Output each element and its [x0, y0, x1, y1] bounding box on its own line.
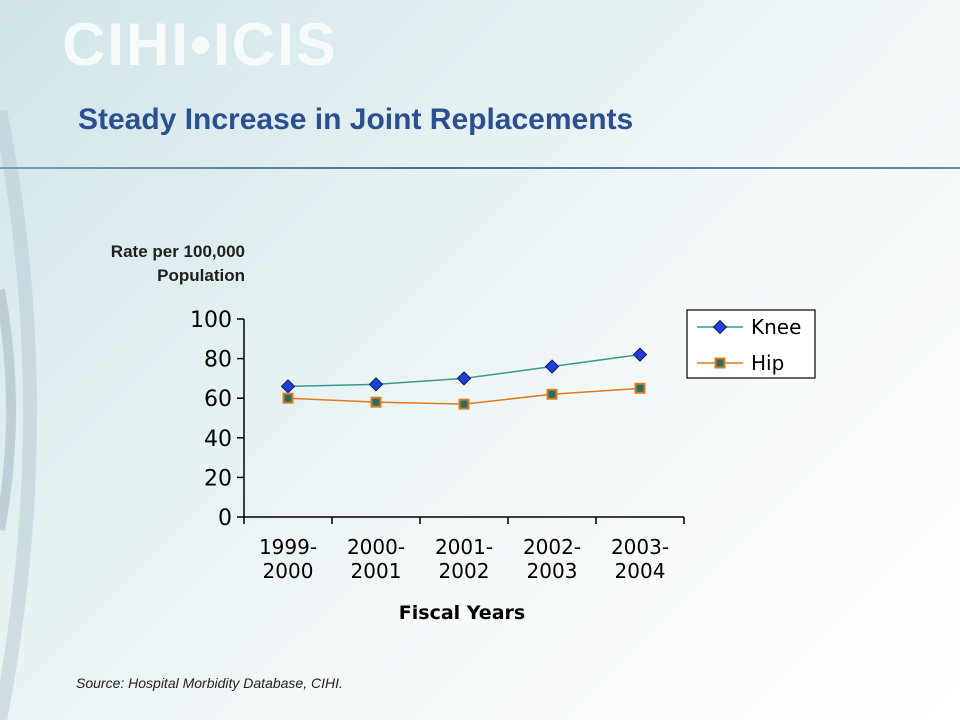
legend-marker — [712, 319, 728, 335]
y-tick-label: 60 — [204, 387, 232, 412]
x-tick-label: 2003-2004 — [611, 535, 669, 583]
data-point-hip — [458, 398, 470, 410]
legend-item-knee: Knee — [697, 315, 801, 339]
x-tick-label-line: 2003- — [611, 535, 669, 559]
data-point-hip — [634, 382, 646, 394]
y-axis-label: Rate per 100,000 Population — [25, 240, 245, 288]
page-title: Steady Increase in Joint Replacements — [78, 103, 634, 136]
y-tick-label: 100 — [190, 308, 232, 333]
x-tick-labels: 1999-20002000-20012001-20022002-20032003… — [259, 535, 669, 583]
decorative-arc — [0, 110, 37, 720]
chart-legend: Knee Hip — [686, 309, 816, 379]
y-tick-label: 40 — [204, 427, 232, 452]
data-point-knee — [280, 379, 296, 394]
x-tick-label: 2001-2002 — [435, 535, 493, 583]
x-tick-label-line: 2004 — [615, 559, 666, 583]
y-tick-label: 0 — [218, 506, 232, 531]
y-axis-label-line-1: Rate per 100,000 — [110, 242, 245, 261]
y-tick-label: 20 — [204, 466, 232, 491]
legend-box — [686, 309, 816, 379]
source-note: Source: Hospital Morbidity Database, CIH… — [76, 675, 343, 691]
x-tick-label-line: 2003 — [527, 559, 578, 583]
data-point-hip — [282, 392, 294, 404]
x-tick-label-line: 2002 — [439, 559, 490, 583]
legend-label: Knee — [751, 315, 801, 339]
x-tick-label-line: 2001- — [435, 535, 493, 559]
series-knee — [280, 347, 648, 394]
x-tick-label-line: 2001 — [351, 559, 402, 583]
y-axis-label-line-2: Population — [157, 266, 245, 285]
legend-label: Hip — [751, 351, 784, 375]
data-point-knee — [368, 377, 384, 392]
x-tick-label-line: 2000 — [263, 559, 314, 583]
title-divider — [0, 167, 960, 169]
data-point-knee — [456, 371, 472, 386]
chart-series — [280, 347, 648, 410]
data-point-hip — [370, 396, 382, 408]
data-point-knee — [544, 359, 560, 374]
x-tick-label-line: 2002- — [523, 535, 581, 559]
data-point-knee — [632, 347, 648, 362]
x-tick-label-line: 1999- — [259, 535, 317, 559]
x-tick-label: 2000-2001 — [347, 535, 405, 583]
legend-item-hip: Hip — [697, 351, 784, 375]
chart-axes — [237, 318, 685, 524]
series-hip — [282, 382, 646, 410]
legend-marker — [714, 357, 726, 369]
data-point-hip — [546, 388, 558, 400]
y-tick-label: 80 — [204, 348, 232, 373]
x-tick-label: 1999-2000 — [259, 535, 317, 583]
x-axis-label: Fiscal Years — [399, 602, 525, 624]
y-tick-labels: 0 20 40 60 80 100 — [190, 308, 232, 531]
x-tick-label: 2002-2003 — [523, 535, 581, 583]
x-tick-label-line: 2000- — [347, 535, 405, 559]
cihi-icis-logo: CIHI•ICIS — [62, 11, 338, 78]
